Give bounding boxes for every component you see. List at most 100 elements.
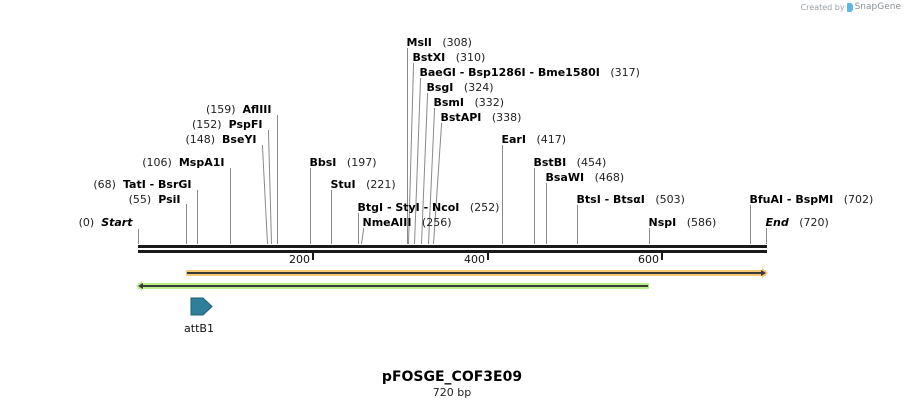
sequence-title: pFOSGE_COF3E09 720 bp <box>381 369 523 399</box>
site-line-bsmi <box>428 108 435 245</box>
watermark-prefix: Created by <box>800 2 845 12</box>
feature-orf-forward[interactable] <box>185 268 768 278</box>
site-stui[interactable]: StuI (221) <box>331 178 396 191</box>
site-name: StuI <box>331 178 356 191</box>
ruler-tick <box>487 253 489 260</box>
site-name: BfuAI - BspMI <box>750 193 834 206</box>
ruler-tick <box>312 253 314 260</box>
watermark: Created by SnapGene <box>801 2 901 12</box>
site-name: BsmI <box>434 96 465 109</box>
site-nmeaiii[interactable]: NmeAIII (256) <box>363 216 452 229</box>
site-bseyi[interactable]: (148) BseYI <box>185 133 256 146</box>
site-bbsi[interactable]: BbsI (197) <box>310 156 377 169</box>
site-btgi-styi-ncoi[interactable]: BtgI - StyI - NcoI (252) <box>358 201 500 214</box>
arrowhead-right-icon <box>761 270 766 276</box>
site-pspfi[interactable]: (152) PspFI <box>192 118 263 131</box>
site-position: (197) <box>347 156 377 169</box>
ruler-tick-label: 400 <box>464 253 485 266</box>
site-msli[interactable]: MslI (308) <box>407 36 472 49</box>
site-line-bstapi <box>433 123 442 245</box>
site-position: (338) <box>492 111 522 124</box>
site-position: (148) <box>185 133 215 146</box>
site-bstxi[interactable]: BstXI (310) <box>413 51 486 64</box>
site-position: (417) <box>536 133 566 146</box>
feature-attb1[interactable]: attB1 <box>184 297 214 335</box>
site-name: BstXI <box>413 51 446 64</box>
site-bsawi[interactable]: BsaWI (468) <box>546 171 625 184</box>
site-position: (503) <box>655 193 685 206</box>
sequence-backbone <box>138 245 767 253</box>
site-nspi[interactable]: NspI (586) <box>649 216 717 229</box>
site-position: (310) <box>456 51 486 64</box>
site-position: (221) <box>366 178 396 191</box>
site-position: (317) <box>610 66 640 79</box>
feature-label: attB1 <box>184 322 214 335</box>
site-bstapi[interactable]: BstAPI (338) <box>441 111 522 124</box>
site-line-bseyi <box>262 145 268 245</box>
site-position: (720) <box>799 216 829 229</box>
snapgene-logo-icon <box>846 2 853 12</box>
site-name: EarI <box>502 133 526 146</box>
site-position: (55) <box>129 193 152 206</box>
site-bstbi[interactable]: BstBI (454) <box>534 156 607 169</box>
site-name: Start <box>101 216 133 229</box>
site-bsgi[interactable]: BsgI (324) <box>427 81 494 94</box>
site-name: End <box>766 216 789 229</box>
features: attB1 <box>136 268 768 335</box>
site-name: BaeGI - Bsp1286I - Bme1580I <box>420 66 600 79</box>
site-position: (308) <box>442 36 472 49</box>
site-labels: (0) Start (55) PsiI (68) TatI - BsrGI (106)… <box>79 36 874 229</box>
feature-arrow-icon <box>190 297 213 316</box>
site-name: NspI <box>649 216 677 229</box>
site-name: NmeAIII <box>363 216 412 229</box>
site-position: (159) <box>206 103 236 116</box>
ruler-tick-label: 600 <box>638 253 659 266</box>
site-bfuai[interactable]: BfuAI - BspMI (702) <box>750 193 874 206</box>
site-afliii[interactable]: (159) AflIII <box>206 103 272 116</box>
ruler: 200 400 600 <box>289 253 663 266</box>
site-name: BtsI - BtsαI <box>577 193 645 206</box>
site-baegi[interactable]: BaeGI - Bsp1286I - Bme1580I (317) <box>420 66 640 79</box>
site-name: MslI <box>407 36 432 49</box>
site-position: (332) <box>475 96 505 109</box>
site-lines <box>138 48 767 245</box>
site-mspa1i[interactable]: (106) MspA1I <box>142 156 224 169</box>
site-end[interactable]: End (720) <box>766 216 829 229</box>
site-name: BstBI <box>534 156 567 169</box>
ruler-tick-label: 200 <box>289 253 310 266</box>
site-position: (106) <box>142 156 172 169</box>
site-line-bstxi <box>408 63 414 245</box>
site-position: (252) <box>470 201 500 214</box>
feature-orf-reverse[interactable] <box>136 281 650 291</box>
site-name: TatI - BsrGI <box>123 178 192 191</box>
site-name: PsiI <box>158 193 180 206</box>
site-position: (256) <box>422 216 452 229</box>
site-bsmi[interactable]: BsmI (332) <box>434 96 505 109</box>
site-line-bsgi <box>421 93 428 245</box>
site-name: AflIII <box>243 103 272 116</box>
watermark-brand: SnapGene <box>854 2 901 12</box>
site-btsi[interactable]: BtsI - BtsαI (503) <box>577 193 685 206</box>
site-position: (0) <box>79 216 95 229</box>
site-position: (468) <box>595 171 625 184</box>
site-line-pspfi <box>268 130 272 245</box>
site-name: MspA1I <box>179 156 225 169</box>
site-position: (324) <box>464 81 494 94</box>
site-name: BstAPI <box>441 111 482 124</box>
arrowhead-left-icon <box>138 283 143 289</box>
backbone-bottom-strand <box>138 250 767 253</box>
site-name: BbsI <box>310 156 337 169</box>
site-eari[interactable]: EarI (417) <box>502 133 567 146</box>
site-start[interactable]: (0) Start <box>79 216 134 229</box>
site-name: PspFI <box>229 118 263 131</box>
site-name: BtgI - StyI - NcoI <box>358 201 460 214</box>
site-tati-bsrgi[interactable]: (68) TatI - BsrGI <box>93 178 191 191</box>
ruler-tick <box>661 253 663 260</box>
site-position: (454) <box>577 156 607 169</box>
backbone-top-strand <box>138 245 767 248</box>
site-name: BsgI <box>427 81 454 94</box>
site-psii[interactable]: (55) PsiI <box>129 193 181 206</box>
site-position: (586) <box>687 216 717 229</box>
site-position: (152) <box>192 118 222 131</box>
site-position: (702) <box>844 193 874 206</box>
